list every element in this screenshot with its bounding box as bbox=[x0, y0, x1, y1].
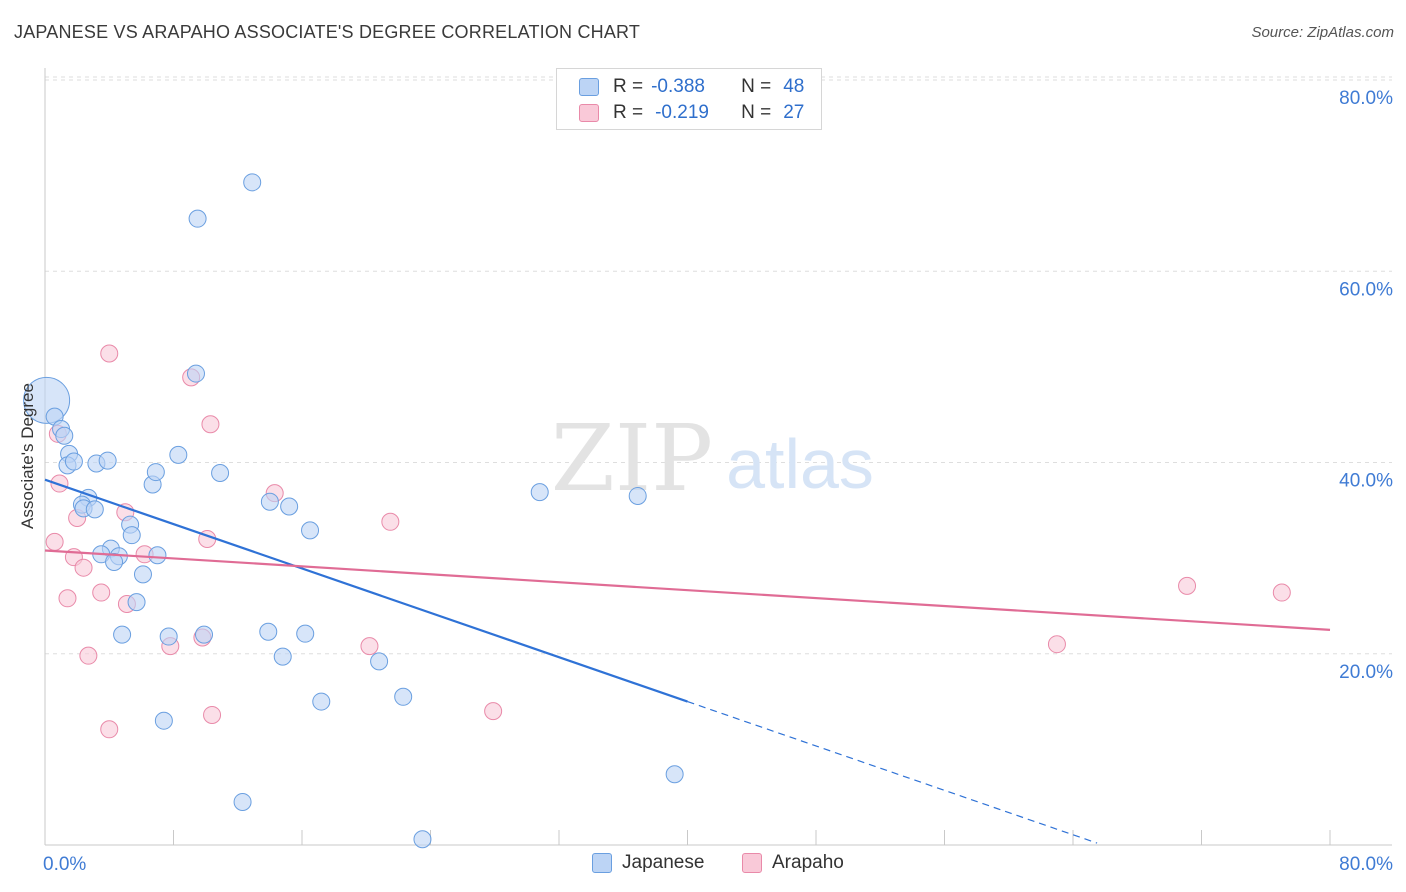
japanese-point bbox=[105, 552, 124, 571]
japanese-point bbox=[55, 426, 74, 445]
legend-swatch-arapaho bbox=[579, 104, 599, 122]
y-tick-label: 80.0% bbox=[1339, 88, 1393, 109]
japanese-points bbox=[23, 173, 684, 849]
x-tick-label: 80.0% bbox=[1339, 854, 1393, 875]
japanese-point bbox=[394, 687, 413, 706]
japanese-point bbox=[530, 483, 549, 502]
japanese-point bbox=[169, 445, 188, 464]
arapaho-point bbox=[1178, 576, 1197, 595]
japanese-point bbox=[159, 627, 178, 646]
bottom-legend-swatch-japanese bbox=[592, 853, 612, 873]
japanese-point bbox=[133, 565, 152, 584]
japanese-point bbox=[85, 500, 104, 519]
arapaho-point bbox=[381, 512, 400, 531]
legend-r-value-japanese: -0.388 bbox=[651, 76, 705, 97]
japanese-point bbox=[127, 593, 146, 612]
arapaho-point bbox=[50, 474, 69, 493]
japanese-point bbox=[273, 647, 292, 666]
x-tick-label: 0.0% bbox=[43, 854, 86, 875]
chart-title: JAPANESE VS ARAPAHO ASSOCIATE'S DEGREE C… bbox=[14, 22, 641, 42]
legend-n-value-arapaho: 27 bbox=[783, 102, 805, 123]
japanese-point bbox=[665, 765, 684, 784]
japanese-point bbox=[243, 173, 262, 192]
source-label: Source: ZipAtlas.com bbox=[1251, 24, 1394, 41]
bottom-legend-label-japanese: Japanese bbox=[622, 852, 705, 873]
arapaho-point bbox=[58, 589, 77, 608]
japanese-point bbox=[370, 652, 389, 671]
japanese-point bbox=[195, 625, 214, 644]
bottom-legend-arapaho: Arapaho bbox=[742, 852, 844, 874]
japanese-point bbox=[146, 463, 165, 482]
japanese-point bbox=[148, 546, 167, 565]
arapaho-points bbox=[45, 344, 1291, 739]
stats-legend: R = -0.388 N = 48 R = -0.219 N = 27 bbox=[556, 68, 822, 130]
japanese-point bbox=[301, 521, 320, 540]
japanese-point bbox=[413, 830, 432, 849]
japanese-point bbox=[260, 492, 279, 511]
legend-n-value-japanese: 48 bbox=[783, 76, 805, 97]
japanese-trendline-extension bbox=[687, 700, 1098, 844]
japanese-point bbox=[113, 625, 132, 644]
arapaho-point bbox=[100, 720, 119, 739]
legend-n-label: N = bbox=[741, 76, 772, 97]
arapaho-point bbox=[203, 705, 222, 724]
legend-r-label: R = bbox=[613, 102, 644, 123]
japanese-point bbox=[122, 526, 141, 545]
arapaho-trendline bbox=[44, 549, 1331, 631]
y-axis-label: Associate's Degree bbox=[18, 383, 37, 529]
trendlines bbox=[44, 478, 1331, 844]
japanese-point bbox=[280, 497, 299, 516]
bottom-legend-label-arapaho: Arapaho bbox=[772, 852, 844, 873]
axes bbox=[44, 68, 1392, 846]
legend-swatch-japanese bbox=[579, 78, 599, 96]
japanese-point bbox=[98, 451, 117, 470]
bottom-legend-swatch-arapaho bbox=[742, 853, 762, 873]
japanese-point bbox=[312, 692, 331, 711]
legend-n-label: N = bbox=[741, 102, 772, 123]
japanese-point bbox=[233, 792, 252, 811]
japanese-point bbox=[186, 364, 205, 383]
legend-r-label: R = bbox=[613, 76, 644, 97]
arapaho-point bbox=[360, 637, 379, 656]
arapaho-point bbox=[1047, 635, 1066, 654]
japanese-point bbox=[628, 486, 647, 505]
arapaho-point bbox=[74, 558, 93, 577]
japanese-trendline bbox=[44, 478, 688, 703]
japanese-point bbox=[154, 711, 173, 730]
arapaho-point bbox=[45, 532, 64, 551]
y-tick-label: 20.0% bbox=[1339, 662, 1393, 683]
legend-r-value-arapaho: -0.219 bbox=[655, 102, 709, 123]
y-tick-label: 60.0% bbox=[1339, 279, 1393, 300]
arapaho-point bbox=[1272, 583, 1291, 602]
watermark-atlas: atlas bbox=[726, 425, 874, 503]
gridlines bbox=[45, 76, 1392, 655]
arapaho-point bbox=[100, 344, 119, 363]
y-tick-label: 40.0% bbox=[1339, 471, 1393, 492]
japanese-point bbox=[64, 452, 83, 471]
bottom-legend-japanese: Japanese bbox=[592, 852, 704, 874]
japanese-point bbox=[188, 209, 207, 228]
japanese-point bbox=[211, 464, 230, 483]
japanese-point bbox=[259, 622, 278, 641]
legend-row-japanese: R = -0.388 N = 48 bbox=[579, 75, 804, 99]
arapaho-point bbox=[79, 646, 98, 665]
watermark: ZIP atlas bbox=[551, 405, 874, 512]
japanese-point bbox=[296, 624, 315, 643]
arapaho-point bbox=[92, 583, 111, 602]
arapaho-point bbox=[484, 702, 503, 721]
arapaho-point bbox=[201, 415, 220, 434]
legend-row-arapaho: R = -0.219 N = 27 bbox=[579, 101, 804, 125]
tick-labels: 20.0% 40.0% 60.0% 80.0% 0.0% 80.0% bbox=[43, 88, 1393, 875]
